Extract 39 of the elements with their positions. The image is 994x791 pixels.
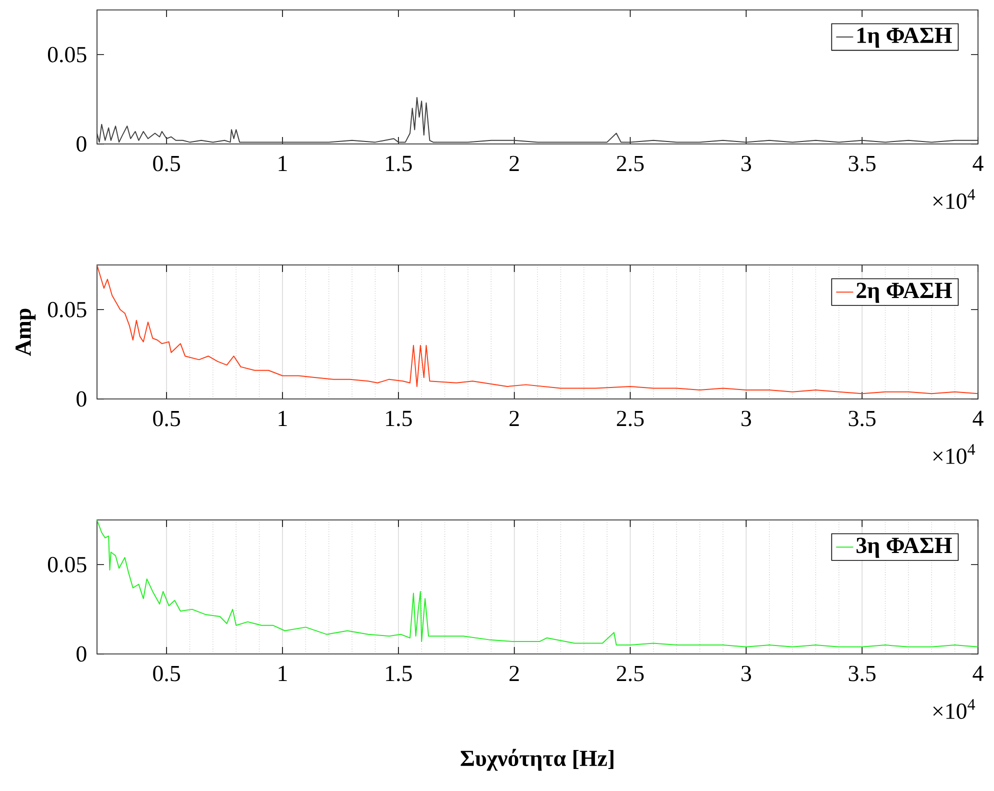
x-tick-label: 4 bbox=[972, 410, 984, 426]
x-tick-label: 2.5 bbox=[616, 666, 644, 682]
line-series bbox=[96, 264, 979, 394]
legend-label: 3η ΦΑΣΗ bbox=[856, 538, 952, 558]
x-tick-label: 0.5 bbox=[153, 410, 180, 426]
y-axis-title: Amp bbox=[16, 308, 36, 356]
x-tick-label: 2.5 bbox=[616, 156, 644, 172]
x-tick-label: 1 bbox=[278, 410, 287, 426]
text: ×10$^{4}$ bbox=[933, 699, 976, 719]
legend-label: 2η ΦΑΣΗ bbox=[856, 282, 952, 303]
x-tick-label: 1 bbox=[278, 666, 287, 681]
x-tick-label: 2 bbox=[510, 410, 519, 426]
x-tick-label: 0.5 bbox=[153, 666, 180, 682]
x-tick-label: 1.5 bbox=[386, 156, 412, 172]
x-axis-title: Συχνότητα [Hz] bbox=[460, 748, 614, 771]
y-tick-label: 0.05 bbox=[48, 302, 86, 318]
x-tick-label: 4 bbox=[972, 156, 984, 171]
x-tick-label: 1 bbox=[278, 156, 287, 171]
x-tick-label: 3.5 bbox=[848, 156, 876, 172]
text: ×10$^{4}$ bbox=[933, 189, 976, 209]
legend-label: 1η ΦΑΣΗ bbox=[858, 28, 952, 48]
x-tick-label: 0.5 bbox=[153, 156, 180, 172]
x-tick-label: 3 bbox=[742, 156, 751, 172]
x-tick-label: 3.5 bbox=[848, 666, 876, 682]
x-tick-label: 4 bbox=[972, 666, 984, 681]
y-tick-label: 0.05 bbox=[48, 556, 86, 572]
x-tick-label: 3 bbox=[742, 666, 751, 682]
x-tick-label: 1.5 bbox=[386, 666, 412, 682]
y-tick-label: 0 bbox=[76, 391, 86, 407]
y-tick-label: 0.05 bbox=[48, 46, 86, 62]
x-tick-label: 2 bbox=[510, 156, 519, 171]
y-tick-label: 0 bbox=[76, 646, 86, 662]
x-tick-label: 3.5 bbox=[848, 410, 876, 426]
text: ×10$^{4}$ bbox=[933, 444, 976, 464]
x-tick-label: 1.5 bbox=[386, 410, 412, 426]
x-tick-label: 2.5 bbox=[616, 410, 644, 426]
x-tick-label: 2 bbox=[510, 666, 519, 681]
x-tick-label: 3 bbox=[742, 410, 751, 426]
y-tick-label: 0 bbox=[76, 136, 86, 152]
